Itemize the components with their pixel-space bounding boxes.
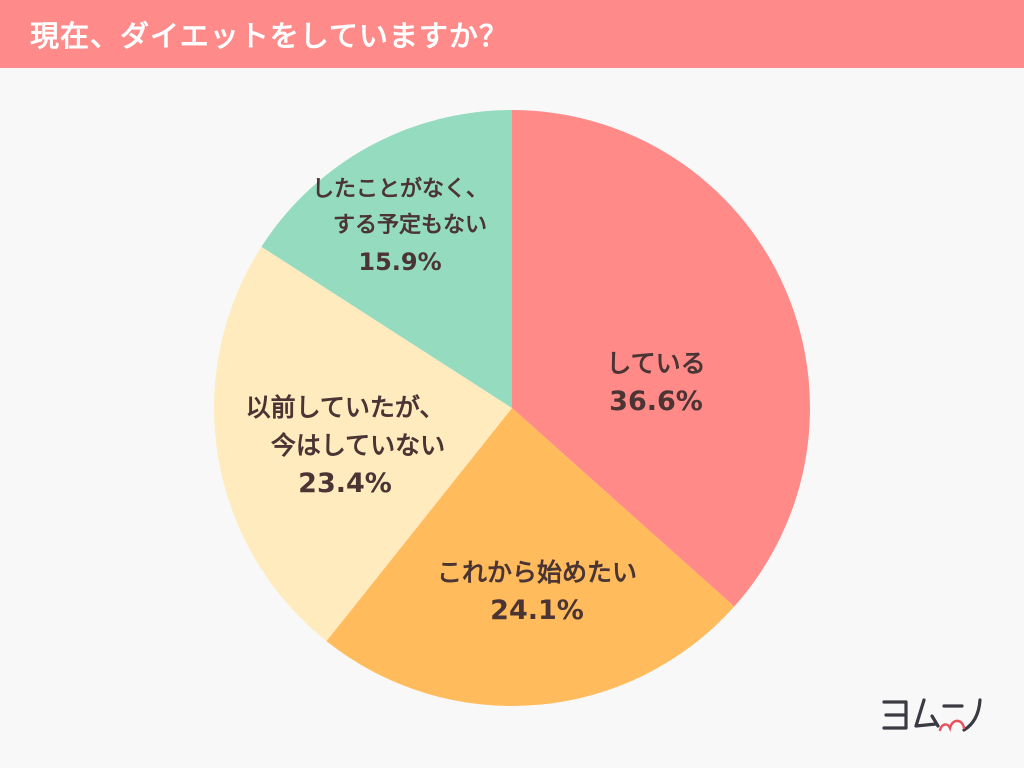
slice-label-never: したことがなく、 する予定もない 15.9%: [312, 172, 488, 280]
slice-label-text-line1: したことがなく、: [311, 177, 489, 202]
slice-label-doing: している 36.6%: [606, 345, 705, 421]
logo-icon: [882, 698, 982, 733]
slice-never: [261, 110, 512, 408]
slice-label-want-to-start: これから始めたい 24.1%: [437, 554, 637, 630]
slice-label-text-line2: 今はしていない: [270, 431, 446, 460]
slice-did-before: [214, 246, 512, 642]
chart-title: 現在、ダイエットをしていますか？: [30, 19, 509, 53]
slice-label-text: これから始めたい: [436, 558, 638, 587]
slice-percent: 23.4%: [298, 468, 392, 499]
slice-label-did-before: 以前していたが、 今はしていない 23.4%: [245, 389, 446, 503]
slice-label-text-line2: する予定もない: [332, 213, 488, 238]
slice-percent: 24.1%: [490, 595, 584, 626]
slice-label-text-line1: 以前していたが、: [245, 393, 445, 422]
chart-title-banner: 現在、ダイエットをしていますか？: [0, 0, 1024, 68]
slice-doing: [512, 110, 811, 607]
slice-want-to-start: [326, 408, 735, 706]
yomuno-logo: [880, 692, 990, 736]
slice-label-text: している: [606, 349, 706, 378]
slice-percent: 15.9%: [358, 248, 442, 276]
slice-percent: 36.6%: [609, 386, 703, 417]
